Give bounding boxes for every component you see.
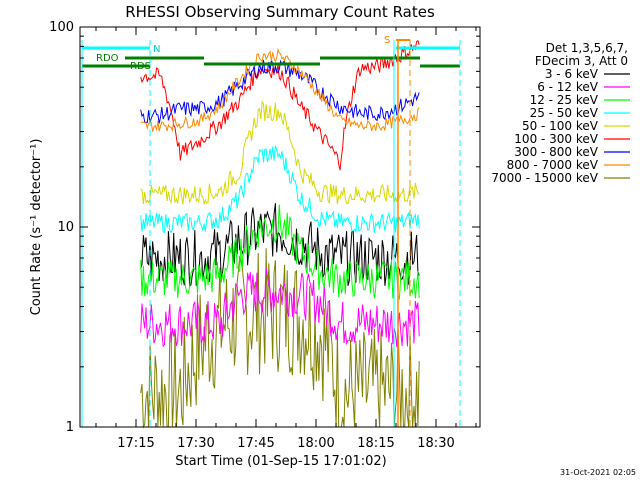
plot-area: [140, 39, 420, 429]
legend-entry-label: 7000 - 15000 keV: [491, 171, 598, 185]
flag-label-s: S: [384, 35, 390, 46]
x-axis-label: Start Time (01-Sep-15 17:01:02): [175, 454, 386, 469]
series-line: [140, 100, 420, 205]
legend-entry-label: 6 - 12 keV: [537, 80, 599, 94]
legend-entry-label: 25 - 50 keV: [530, 106, 599, 120]
y-tick-label: 1: [66, 420, 74, 435]
x-tick-label: 17:30: [177, 436, 214, 451]
legend-header: FDecim 3, Att 0: [535, 54, 628, 68]
timestamp: 31-Oct-2021 02:05: [560, 468, 636, 477]
x-tick-label: 18:15: [357, 436, 394, 451]
series-line: [140, 204, 420, 301]
flag-label-rds: RDS: [130, 61, 151, 72]
x-tick-label: 17:45: [237, 436, 274, 451]
legend-entry-label: 12 - 25 keV: [530, 93, 599, 107]
series-line: [140, 39, 420, 171]
flag-label-n: N: [153, 44, 160, 55]
legend-entry-label: 800 - 7000 keV: [507, 158, 599, 172]
chart-title: RHESSI Observing Summary Count Rates: [125, 3, 435, 21]
y-tick-label: 100: [49, 20, 74, 35]
series-line: [140, 203, 420, 287]
series-line: [140, 145, 420, 234]
series-line: [140, 267, 420, 348]
flag-bars: N RDO RDS S: [81, 35, 461, 427]
plot-frame: [79, 26, 481, 428]
series-line: [140, 47, 420, 132]
legend-entry-label: 50 - 100 keV: [522, 119, 599, 133]
x-tick-label: 18:00: [297, 436, 334, 451]
legend-entry-label: 300 - 800 keV: [514, 145, 598, 159]
y-axis-label: Count Rate (s⁻¹ detector⁻¹): [29, 139, 44, 316]
legend-entry-label: 100 - 300 keV: [514, 132, 598, 146]
y-tick-label: 10: [57, 220, 74, 235]
series-line: [140, 248, 420, 429]
x-tick-label: 18:30: [417, 436, 454, 451]
x-tick-label: 17:15: [117, 436, 154, 451]
legend-entry-label: 3 - 6 keV: [545, 67, 599, 81]
axis-ticks: [80, 26, 480, 428]
legend-header: Det 1,3,5,6,7,: [546, 41, 628, 55]
flag-label-rdo: RDO: [96, 53, 119, 64]
